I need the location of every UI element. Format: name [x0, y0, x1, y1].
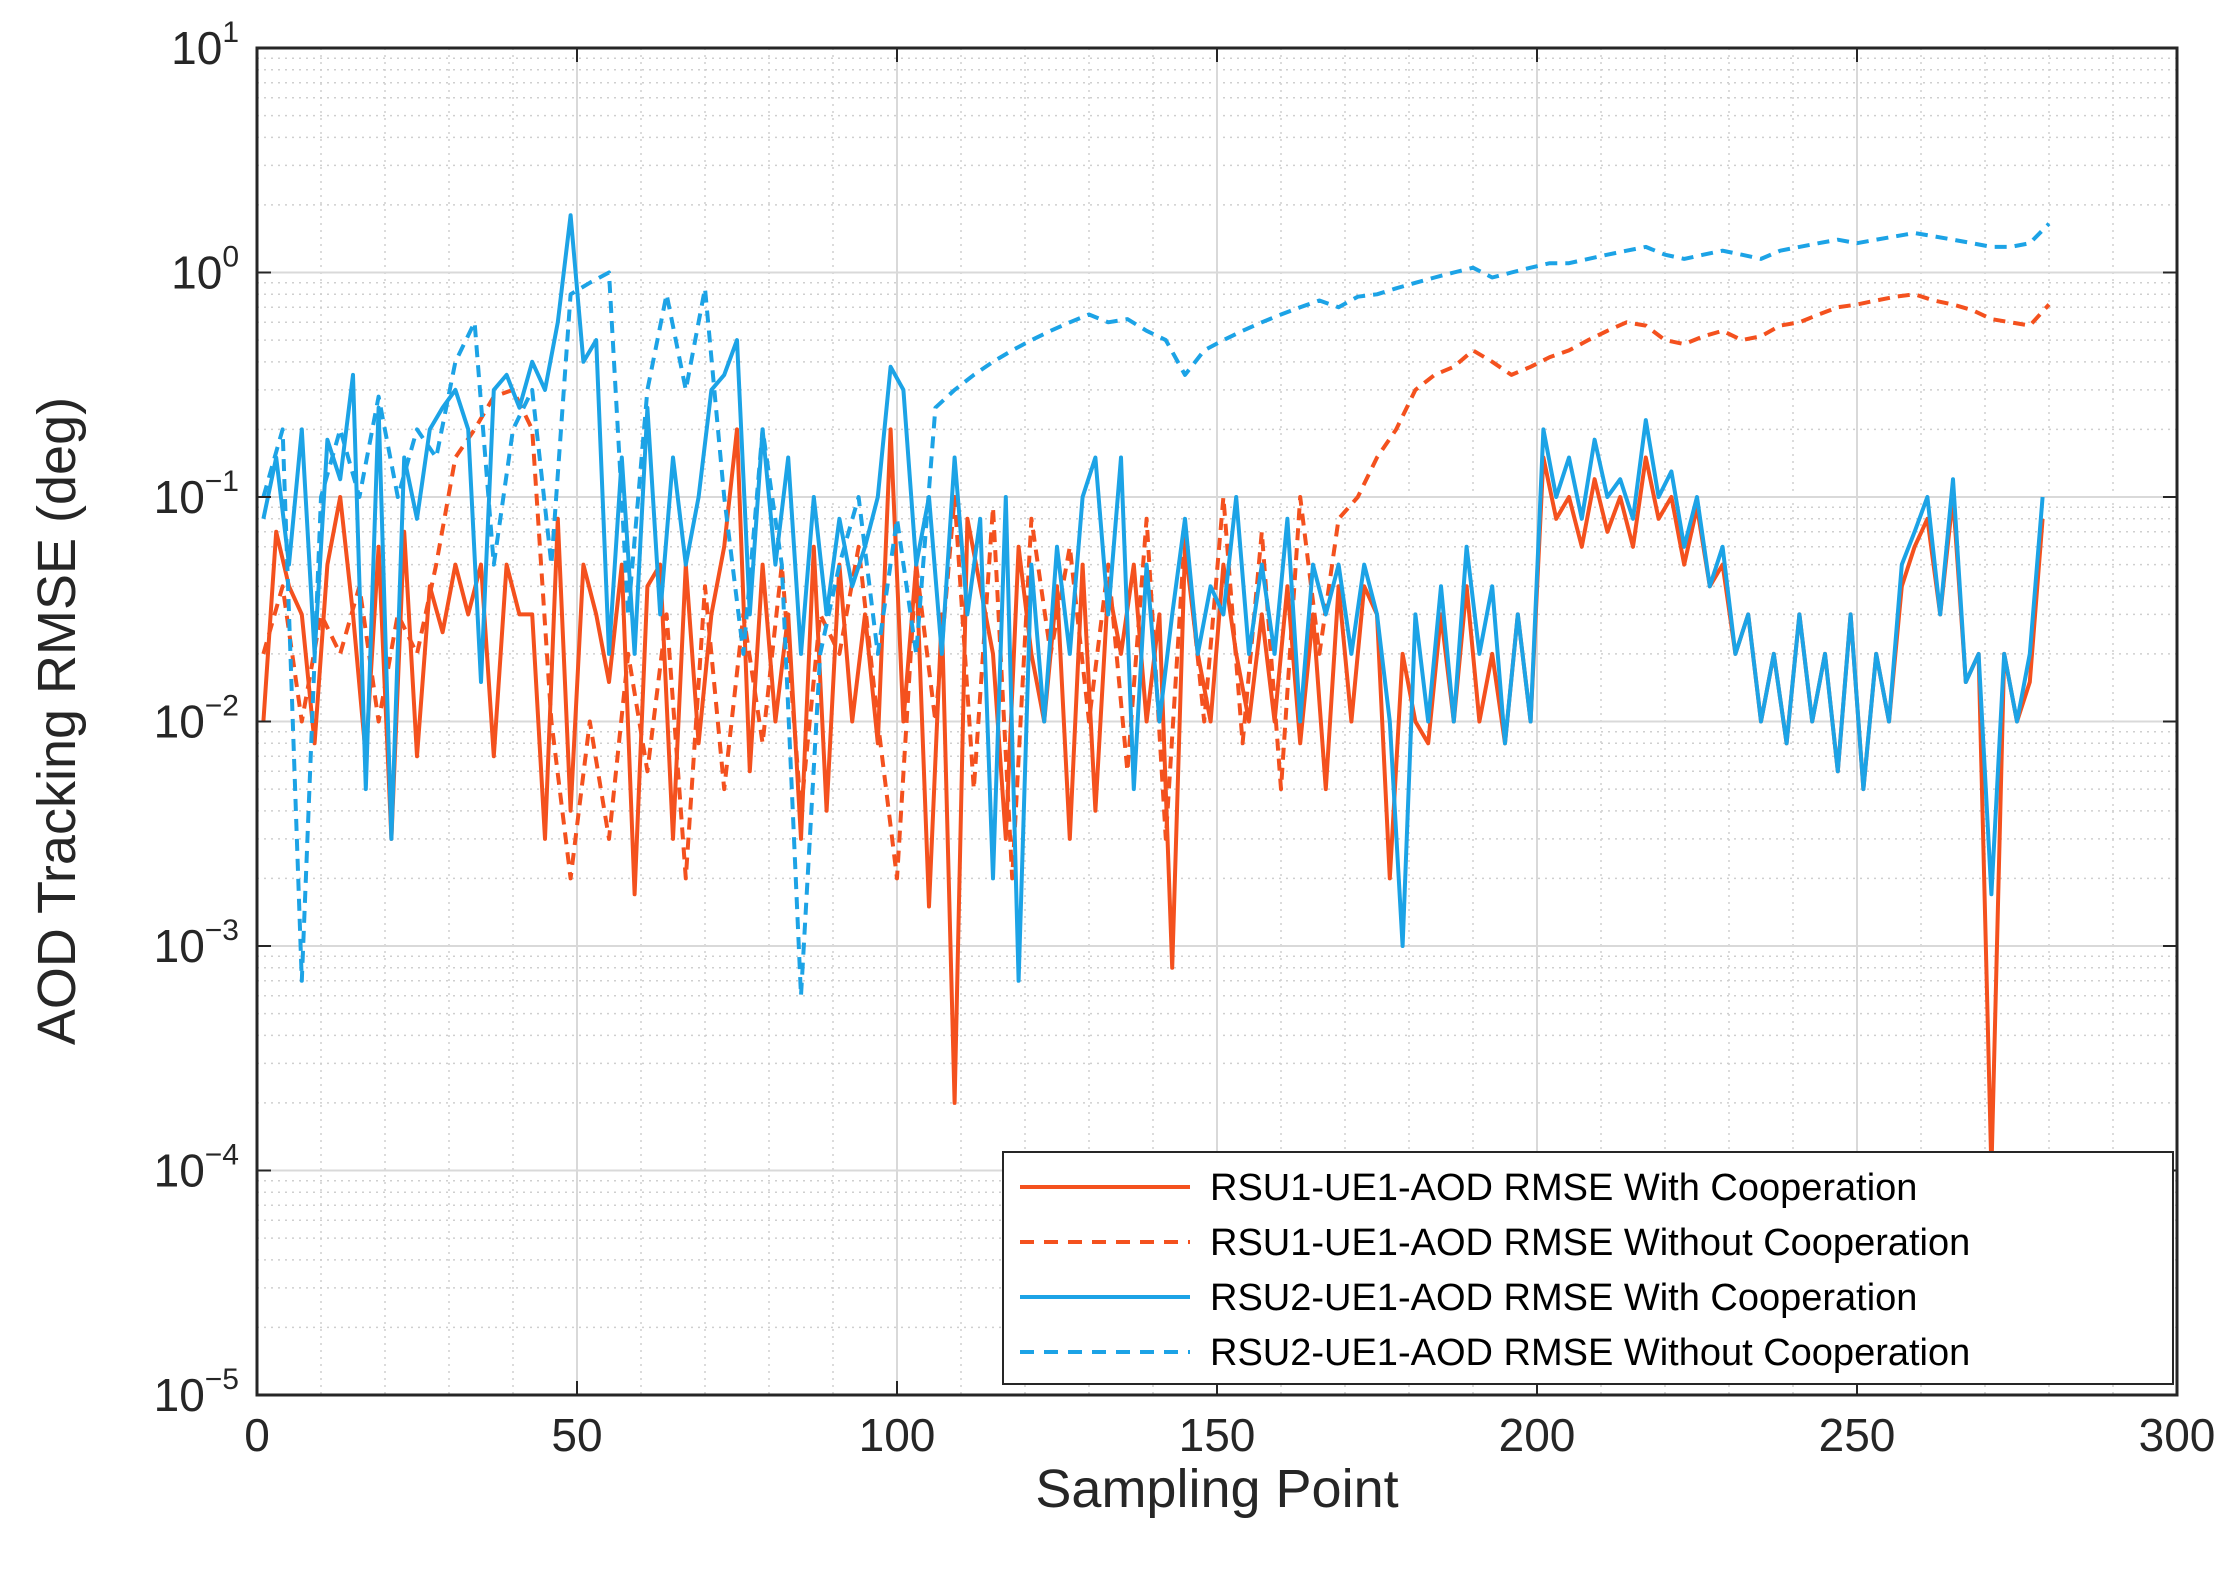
- series-line-2: [261, 213, 2045, 983]
- legend: RSU1-UE1-AOD RMSE With Cooperation RSU1-…: [1002, 1151, 2174, 1385]
- legend-label-rsu2-with: RSU2-UE1-AOD RMSE With Cooperation: [1210, 1277, 1917, 1319]
- y-axis-title: AOD Tracking RMSE (deg): [27, 397, 87, 1045]
- y-tick-label: 10−4: [154, 1139, 239, 1197]
- x-tick-label: 50: [551, 1409, 602, 1461]
- x-tick-label: 150: [1179, 1409, 1256, 1461]
- x-axis-title: Sampling Point: [1035, 1459, 1398, 1519]
- x-tick-label: 250: [1819, 1409, 1896, 1461]
- x-tick-label: 200: [1499, 1409, 1576, 1461]
- y-tick-label: 100: [171, 241, 239, 299]
- x-tick-label: 100: [859, 1409, 936, 1461]
- legend-box: [1002, 1151, 2174, 1385]
- series-layer: [261, 213, 2051, 1173]
- x-axis-ticks: 0 50 100 150 200 250 300: [244, 48, 2215, 1461]
- legend-label-rsu1-with: RSU1-UE1-AOD RMSE With Cooperation: [1210, 1167, 1917, 1209]
- y-tick-label: 10−5: [154, 1363, 239, 1421]
- legend-label-rsu2-without: RSU2-UE1-AOD RMSE Without Cooperation: [1210, 1332, 1970, 1374]
- y-tick-label: 10−1: [154, 465, 239, 523]
- legend-label-rsu1-without: RSU1-UE1-AOD RMSE Without Cooperation: [1210, 1222, 1970, 1264]
- y-axis-ticks: 10−5 10−4 10−3 10−2 10−1 100 101: [154, 16, 2177, 1421]
- y-tick-label: 101: [171, 16, 239, 74]
- y-tick-label: 10−3: [154, 914, 239, 972]
- x-tick-label: 300: [2139, 1409, 2216, 1461]
- y-tick-label: 10−2: [154, 690, 239, 748]
- x-tick-label: 0: [244, 1409, 270, 1461]
- series-line-3: [261, 222, 2051, 998]
